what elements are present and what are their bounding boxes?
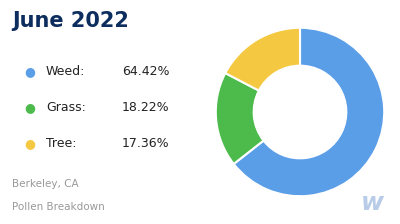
Wedge shape <box>225 28 300 90</box>
Text: Berkeley, CA: Berkeley, CA <box>12 179 79 189</box>
Text: Tree:: Tree: <box>46 137 76 150</box>
Text: June 2022: June 2022 <box>12 11 129 31</box>
Text: 64.42%: 64.42% <box>122 65 170 78</box>
Text: ●: ● <box>24 65 36 78</box>
Text: 18.22%: 18.22% <box>122 101 170 114</box>
Text: Grass:: Grass: <box>46 101 86 114</box>
Text: Weed:: Weed: <box>46 65 85 78</box>
Wedge shape <box>234 28 384 196</box>
Text: w: w <box>361 191 384 215</box>
Text: ●: ● <box>24 137 36 150</box>
Text: ●: ● <box>24 101 36 114</box>
Text: Pollen Breakdown: Pollen Breakdown <box>12 202 105 212</box>
Text: 17.36%: 17.36% <box>122 137 170 150</box>
Wedge shape <box>216 73 264 164</box>
